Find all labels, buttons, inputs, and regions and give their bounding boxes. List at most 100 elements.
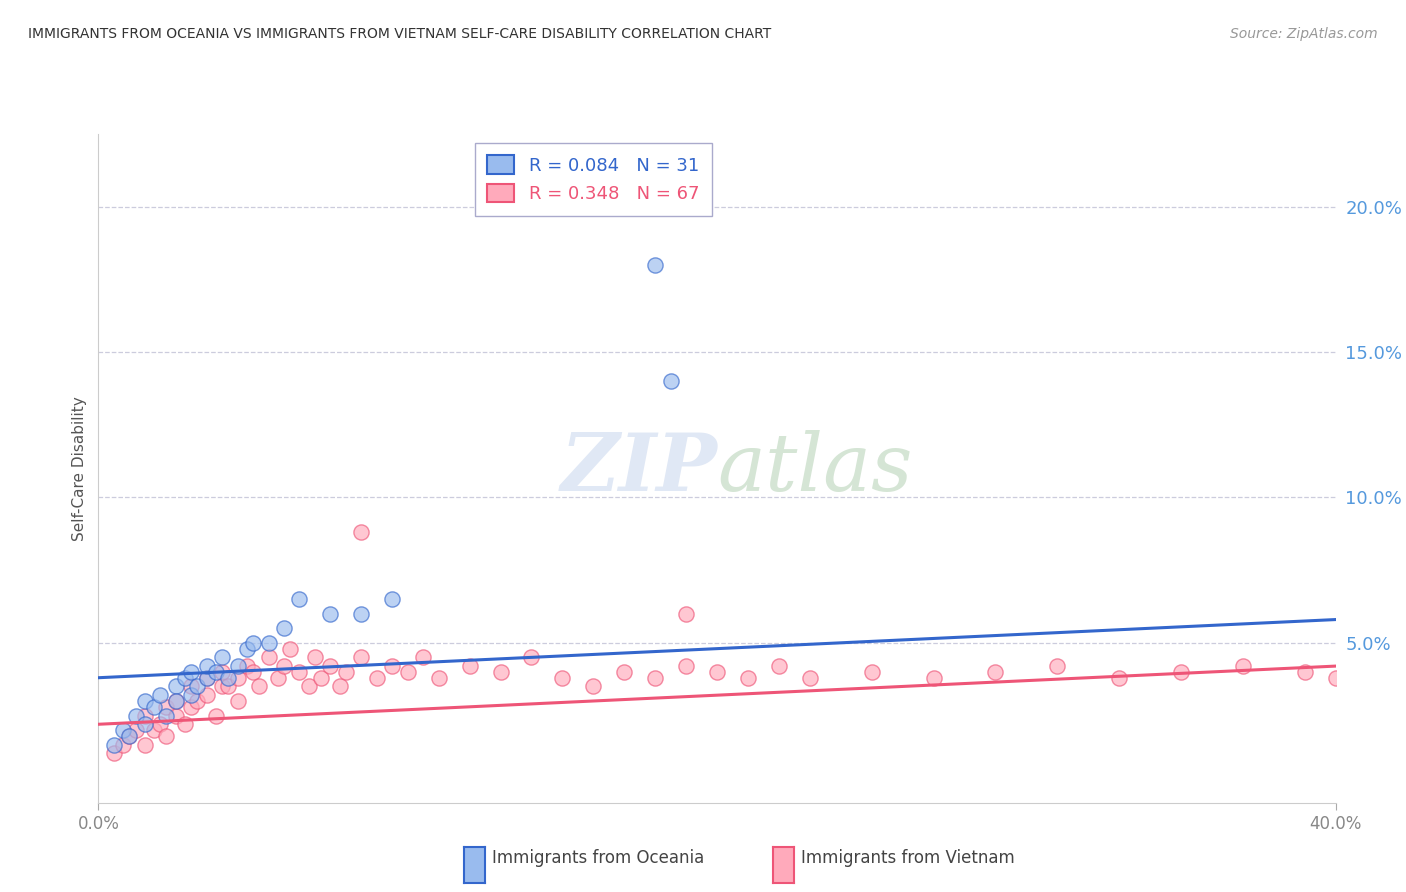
Point: [257, 636, 280, 650]
Point: [195, 688, 218, 702]
Text: ZIP: ZIP: [560, 430, 717, 507]
Point: [155, 699, 177, 714]
Point: [124, 708, 146, 723]
Point: [165, 708, 187, 723]
Point: [134, 708, 156, 723]
Point: [165, 694, 187, 708]
Point: [613, 665, 636, 679]
Point: [412, 650, 434, 665]
Point: [165, 694, 187, 708]
Point: [226, 659, 249, 673]
Point: [103, 747, 125, 761]
Point: [706, 665, 728, 679]
Point: [551, 671, 574, 685]
Point: [366, 671, 388, 685]
Point: [381, 659, 404, 673]
Point: [217, 680, 239, 694]
Point: [112, 738, 135, 752]
Point: [155, 708, 177, 723]
Point: [205, 708, 228, 723]
Point: [335, 665, 357, 679]
Point: [520, 650, 543, 665]
Point: [1170, 665, 1192, 679]
Point: [350, 525, 373, 540]
Point: [737, 671, 759, 685]
Point: [273, 659, 295, 673]
Point: [984, 665, 1007, 679]
Point: [180, 665, 202, 679]
Point: [644, 258, 666, 272]
Point: [236, 659, 259, 673]
Point: [174, 717, 197, 731]
Point: [1294, 665, 1316, 679]
Text: IMMIGRANTS FROM OCEANIA VS IMMIGRANTS FROM VIETNAM SELF-CARE DISABILITY CORRELAT: IMMIGRANTS FROM OCEANIA VS IMMIGRANTS FR…: [28, 27, 772, 41]
Point: [381, 592, 404, 607]
Point: [134, 694, 156, 708]
Text: Source: ZipAtlas.com: Source: ZipAtlas.com: [1230, 27, 1378, 41]
Point: [319, 607, 342, 621]
Point: [427, 671, 450, 685]
Point: [211, 665, 233, 679]
Y-axis label: Self-Care Disability: Self-Care Disability: [72, 396, 87, 541]
Point: [195, 671, 218, 685]
Point: [1324, 671, 1347, 685]
Point: [329, 680, 352, 694]
Point: [180, 680, 202, 694]
Point: [242, 636, 264, 650]
Point: [226, 694, 249, 708]
Point: [799, 671, 821, 685]
Point: [242, 665, 264, 679]
Point: [860, 665, 883, 679]
Point: [309, 671, 332, 685]
Point: [267, 671, 290, 685]
Point: [1046, 659, 1069, 673]
Point: [195, 659, 218, 673]
Point: [195, 671, 218, 685]
Point: [180, 699, 202, 714]
Point: [186, 680, 208, 694]
Point: [675, 659, 697, 673]
Point: [118, 729, 141, 743]
Point: [205, 665, 228, 679]
Point: [288, 592, 311, 607]
Point: [149, 688, 172, 702]
Point: [257, 650, 280, 665]
Point: [768, 659, 790, 673]
Point: [165, 680, 187, 694]
Point: [278, 641, 301, 656]
Point: [186, 694, 208, 708]
Point: [350, 650, 373, 665]
Point: [180, 688, 202, 702]
Point: [143, 699, 166, 714]
Point: [319, 659, 342, 673]
Point: [155, 729, 177, 743]
Point: [396, 665, 419, 679]
Point: [1108, 671, 1130, 685]
Point: [298, 680, 321, 694]
Point: [217, 671, 239, 685]
Point: [174, 671, 197, 685]
Point: [112, 723, 135, 737]
Point: [489, 665, 512, 679]
Text: Immigrants from Oceania: Immigrants from Oceania: [492, 849, 704, 867]
Point: [273, 621, 295, 635]
Point: [458, 659, 481, 673]
Text: atlas: atlas: [717, 430, 912, 507]
Point: [922, 671, 945, 685]
Point: [211, 650, 233, 665]
Point: [247, 680, 270, 694]
Text: Immigrants from Vietnam: Immigrants from Vietnam: [801, 849, 1015, 867]
Point: [1232, 659, 1254, 673]
Legend: R = 0.084   N = 31, R = 0.348   N = 67: R = 0.084 N = 31, R = 0.348 N = 67: [475, 143, 711, 216]
Point: [304, 650, 326, 665]
Point: [659, 374, 682, 388]
Point: [236, 641, 259, 656]
Point: [211, 680, 233, 694]
Point: [118, 729, 141, 743]
Point: [288, 665, 311, 679]
Point: [582, 680, 605, 694]
Point: [675, 607, 697, 621]
Point: [103, 738, 125, 752]
Point: [149, 717, 172, 731]
Point: [350, 607, 373, 621]
